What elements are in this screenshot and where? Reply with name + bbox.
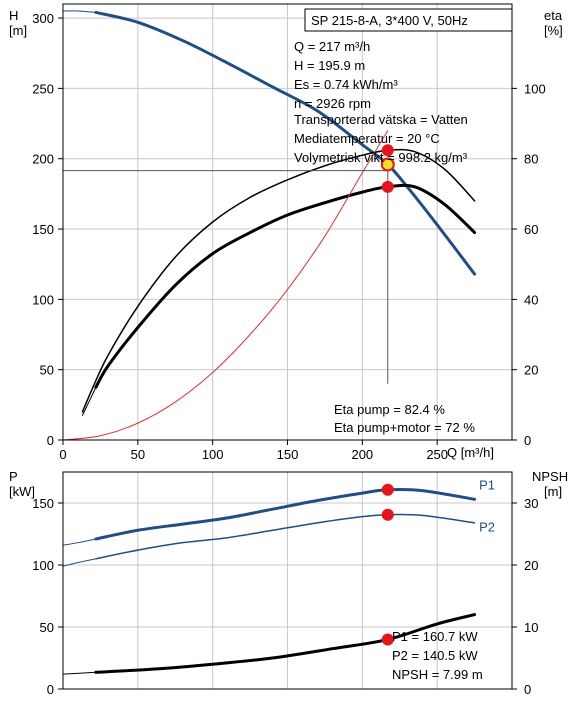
curve-system [62,130,389,441]
y-tick-label: 50 [40,620,54,635]
operating-point-marker [381,633,394,646]
info-line-density: Volymetrisk vikt = 998.2 kg/m³ [294,150,468,165]
y-tick-label: 150 [32,222,54,237]
upper-x-ticks: 0 50 100 150 200 250 [59,440,448,462]
x-tick-label: 100 [202,447,224,462]
lower-y2label-line2: [m] [544,484,562,499]
lower-y-ticks: 0 50 100 150 [32,496,63,697]
x-tick-label: 150 [277,447,299,462]
upper-gridlines [63,4,512,440]
info-line-liquid: Transporterad vätska = Vatten [294,112,468,127]
chart-title: SP 215-8-A, 3*400 V, 50Hz [311,13,468,28]
y-tick-label: 150 [32,496,54,511]
operating-point-marker [381,144,394,157]
info-line-energy: Es = 0.74 kWh/m³ [294,77,398,92]
lower-y2label-line1: NPSH [532,469,568,484]
y2-tick-label: 20 [524,558,538,573]
y-tick-label: 300 [32,11,54,26]
y-tick-label: 0 [47,682,54,697]
x-tick-label: 50 [131,447,145,462]
upper-ylabel-line2: [m] [9,23,27,38]
curve-P2-thin [62,558,97,567]
operating-point-marker [381,508,394,521]
y-tick-label: 0 [47,433,54,448]
eta-pump-motor-label: Eta pump+motor = 72 % [334,420,475,435]
series-label-p2: P2 [479,520,495,535]
lower-gridlines [63,472,512,689]
operating-point-marker [381,180,394,193]
info-line-head: H = 195.9 m [294,58,365,73]
y2-tick-label: 100 [524,81,546,96]
y2-tick-label: 30 [524,496,538,511]
upper-y-ticks: 0 50 100 150 200 250 300 [32,11,63,448]
y2-tick-label: 0 [524,682,531,697]
curve-NPSH-thin [62,671,97,675]
operating-point-marker [381,483,394,496]
info-line-flow: Q = 217 m³/h [294,39,370,54]
info-line-speed: n = 2926 rpm [294,96,371,111]
y-tick-label: 250 [32,81,54,96]
info-line-temperature: Mediatemperatur = 20 °C [294,131,440,146]
upper-xlabel: Q [m³/h] [447,445,494,460]
series-label-p1: P1 [479,477,495,492]
y2-tick-label: 60 [524,222,538,237]
upper-guides [63,170,389,384]
lower-markers [381,483,394,646]
upper-markers [380,144,395,193]
curve-eta-pump [81,148,476,413]
lower-ylabel-line1: P [9,469,18,484]
y-tick-label: 50 [40,363,54,378]
curve-P1 [94,487,477,541]
x-tick-label: 200 [351,447,373,462]
upper-curves [62,10,477,441]
upper-y2label-line2: [%] [544,23,563,38]
upper-chart: 0 50 100 150 200 250 0 50 100 150 200 250 300 0 20 40… [9,3,563,462]
upper-y2-ticks: 0 20 40 60 80 100 [512,81,546,448]
y2-tick-label: 80 [524,152,538,167]
y-tick-label: 200 [32,152,54,167]
result-line-npsh: NPSH = 7.99 m [392,667,483,682]
upper-y2label-line1: eta [544,8,563,23]
curve-H [94,10,477,276]
lower-ylabel-line2: [kW] [9,484,35,499]
curve-eta-pump-motor [94,183,477,389]
y2-tick-label: 40 [524,292,538,307]
curve-P2 [95,513,476,560]
y-tick-label: 100 [32,558,54,573]
y2-tick-label: 10 [524,620,538,635]
curve-NPSH [94,613,477,674]
curve-eta-motor-thin [81,386,97,416]
lower-y2-ticks: 0 10 20 30 [512,496,538,697]
upper-ylabel-line1: H [9,8,18,23]
eta-pump-label: Eta pump = 82.4 % [334,402,445,417]
lower-plot-frame [62,471,513,690]
lower-series-labels: P1 P2 [479,477,495,534]
y2-tick-label: 0 [524,433,531,448]
lower-curves [62,487,477,675]
result-line-p1: P1 = 160.7 kW [392,629,478,644]
curve-H-thin [62,10,97,13]
duty-point-marker [380,157,395,172]
operating-point-info: Q = 217 m³/h H = 195.9 m Es = 0.74 kWh/m… [294,39,468,165]
title-box [304,8,513,32]
x-tick-label: 250 [426,447,448,462]
y-tick-label: 100 [32,292,54,307]
result-line-p2: P2 = 140.5 kW [392,648,478,663]
lower-chart: 0 50 100 150 0 10 20 30 P [kW] NPSH [m] P1 P2 P… [9,469,568,697]
x-tick-label: 0 [59,447,66,462]
curve-P1-thin [62,538,97,546]
y2-tick-label: 20 [524,363,538,378]
